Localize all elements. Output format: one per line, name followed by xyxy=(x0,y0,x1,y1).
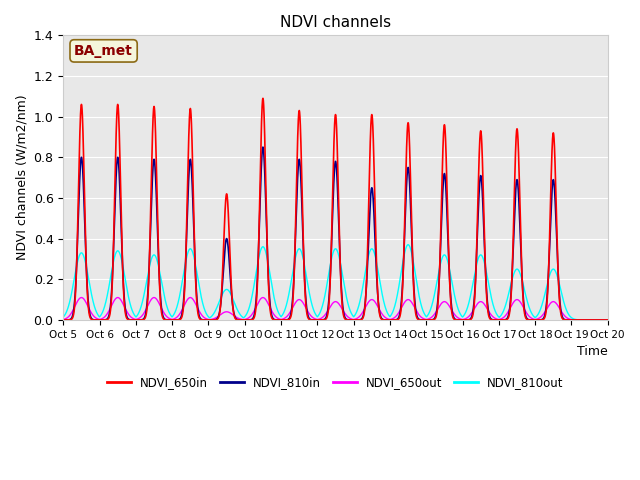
Text: BA_met: BA_met xyxy=(74,44,133,58)
NDVI_810in xyxy=(317,317,324,323)
NDVI_810out xyxy=(569,315,577,321)
NDVI_650in xyxy=(388,317,396,323)
NDVI_650out xyxy=(195,308,203,313)
NDVI_810in xyxy=(409,263,417,269)
NDVI_810in xyxy=(604,317,612,323)
Line: NDVI_810out: NDVI_810out xyxy=(63,245,608,320)
X-axis label: Time: Time xyxy=(577,345,608,358)
NDVI_810out xyxy=(60,314,67,320)
NDVI_810in xyxy=(259,144,267,150)
NDVI_650in xyxy=(317,317,324,323)
Line: NDVI_810in: NDVI_810in xyxy=(63,147,608,320)
NDVI_650out xyxy=(60,317,67,323)
NDVI_650in xyxy=(60,317,67,323)
NDVI_650in xyxy=(569,317,577,323)
NDVI_810out xyxy=(409,256,417,262)
NDVI_810in xyxy=(195,312,203,318)
NDVI_810in xyxy=(569,317,577,323)
NDVI_650in xyxy=(195,314,203,320)
Legend: NDVI_650in, NDVI_810in, NDVI_650out, NDVI_810out: NDVI_650in, NDVI_810in, NDVI_650out, NDV… xyxy=(102,372,568,394)
NDVI_650out xyxy=(317,315,324,321)
Line: NDVI_650out: NDVI_650out xyxy=(63,298,608,320)
NDVI_810in xyxy=(60,317,67,323)
NDVI_810out xyxy=(317,308,324,313)
NDVI_650out xyxy=(604,317,612,323)
Title: NDVI channels: NDVI channels xyxy=(280,15,391,30)
NDVI_810out xyxy=(604,317,612,323)
NDVI_650out xyxy=(259,295,267,300)
NDVI_650out xyxy=(388,316,396,322)
NDVI_810out xyxy=(404,242,412,248)
Line: NDVI_650in: NDVI_650in xyxy=(63,98,608,320)
NDVI_810out xyxy=(388,310,396,315)
NDVI_650out xyxy=(449,310,457,315)
Y-axis label: NDVI channels (W/m2/nm): NDVI channels (W/m2/nm) xyxy=(15,95,28,261)
NDVI_650in xyxy=(604,317,612,323)
NDVI_810in xyxy=(449,313,457,319)
NDVI_650in xyxy=(449,315,457,321)
NDVI_810out xyxy=(195,282,203,288)
NDVI_810out xyxy=(449,286,457,291)
NDVI_650in xyxy=(409,264,417,270)
NDVI_650in xyxy=(259,96,267,101)
NDVI_650out xyxy=(569,317,577,323)
NDVI_810in xyxy=(388,317,396,323)
NDVI_650out xyxy=(409,301,417,307)
